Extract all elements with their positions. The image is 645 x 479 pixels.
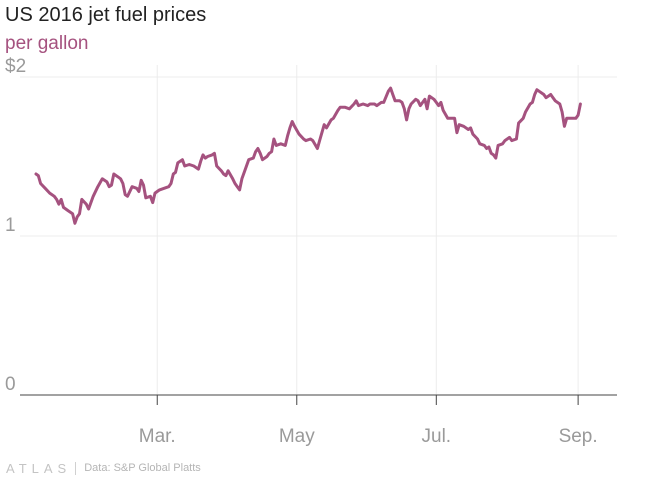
chart-footer: ATLAS Data: S&P Global Platts — [6, 459, 201, 477]
footer-divider — [75, 461, 77, 475]
y-tick-label: 0 — [5, 374, 16, 395]
x-tick-label: Sep. — [559, 426, 598, 447]
data-source: Data: S&P Global Platts — [84, 462, 201, 474]
x-tick-label: Jul. — [422, 426, 452, 447]
price-series-line — [34, 86, 582, 225]
atlas-logo: ATLAS — [6, 460, 72, 476]
chart-title: US 2016 jet fuel prices — [5, 4, 207, 26]
x-tick-label: Mar. — [139, 426, 176, 447]
y-tick-label: $2 — [5, 56, 26, 77]
chart-subtitle: per gallon — [5, 33, 89, 54]
y-tick-label: 1 — [5, 215, 16, 236]
x-tick-label: May — [279, 426, 315, 447]
